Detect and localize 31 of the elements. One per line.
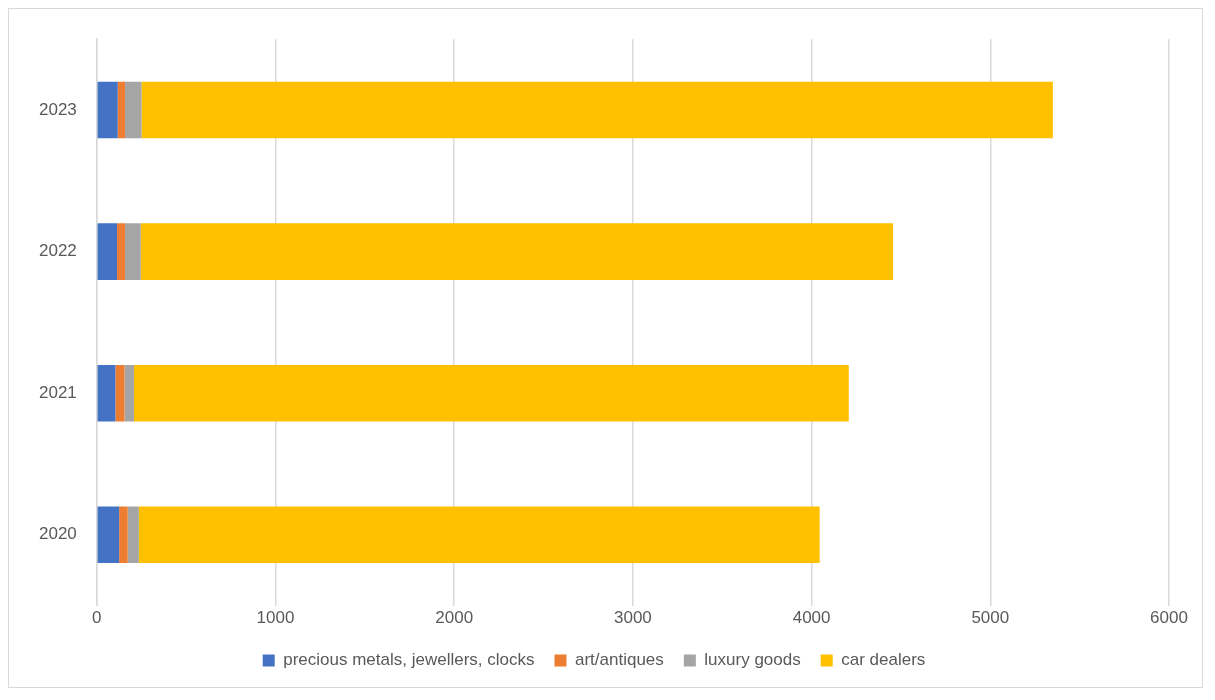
bar <box>140 223 894 280</box>
y-tick-label: 2023 <box>38 99 77 119</box>
x-tick-label: 3000 <box>614 608 652 628</box>
bar <box>141 81 1053 139</box>
bar <box>124 364 134 422</box>
bar <box>115 364 125 422</box>
bar <box>119 506 128 564</box>
bar <box>117 223 126 280</box>
bar <box>125 223 141 280</box>
x-tick-label: 1000 <box>256 608 295 628</box>
bar <box>133 364 849 422</box>
y-tick-label: 2020 <box>38 524 77 544</box>
bar <box>127 506 139 564</box>
legend-label: car dealers <box>841 650 926 670</box>
bar <box>117 81 126 139</box>
legend-label: precious metals, jewellers, clocks <box>283 650 535 670</box>
legend-label: luxury goods <box>704 650 801 670</box>
y-tick-label: 2022 <box>38 241 77 261</box>
x-tick-label: 2000 <box>435 608 474 628</box>
bar <box>97 81 118 139</box>
x-tick-label: 4000 <box>792 608 831 628</box>
legend-label: art/antiques <box>574 650 664 670</box>
y-tick-label: 2021 <box>38 382 77 402</box>
bar <box>97 223 118 280</box>
x-tick-label: 5000 <box>971 608 1010 628</box>
bar <box>97 364 116 422</box>
bar <box>138 506 820 564</box>
bar <box>97 506 120 564</box>
x-tick-label: 6000 <box>1150 608 1188 628</box>
x-tick-label: 0 <box>92 608 102 628</box>
bar <box>125 81 142 139</box>
